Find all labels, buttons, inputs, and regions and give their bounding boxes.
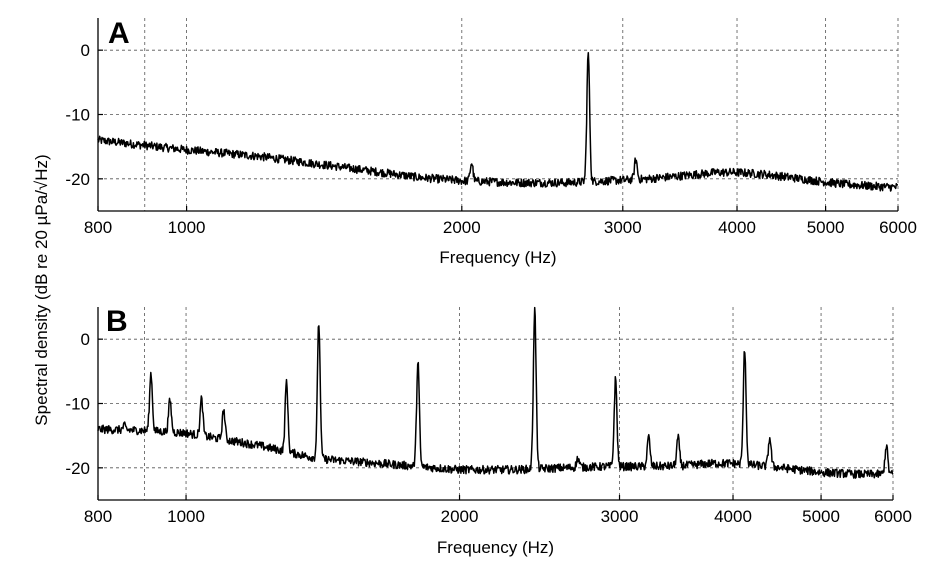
- panel-b-letter: B: [106, 305, 128, 338]
- panel-b-spectrum-line: [97, 306, 894, 479]
- panel-b-x-tick-label: 800: [84, 507, 112, 526]
- y-axis-label: Spectral density (dB re 20 µPa/√Hz): [32, 154, 51, 425]
- panel-b-x-tick-label: 5000: [802, 507, 840, 526]
- panel-b-y-tick-label: 0: [81, 330, 90, 349]
- panel-a-tick-labels: 800 1000 2000 3000 4000 5000 6000 0 -10 -20: [65, 41, 916, 237]
- panel-a-x-tick-label: 5000: [807, 218, 845, 237]
- panel-a-x-tick-label: 800: [84, 218, 112, 237]
- panel-b-y-tick-label: -10: [65, 395, 90, 414]
- panel-a-x-tick-label: 6000: [879, 218, 917, 237]
- panel-a-y-tick-label: 0: [81, 41, 90, 60]
- panel-a-spectrum-line: [97, 52, 899, 192]
- panel-b-y-tick-label: -20: [65, 459, 90, 478]
- panel-a-y-tick-label: -20: [65, 170, 90, 189]
- panel-a-chart: A 800 1000 2000 3000 4000 5000 6000 0 -10 -20 Fre…: [65, 17, 916, 267]
- panel-b-axes: [97, 307, 894, 501]
- panel-a-axes: [97, 18, 899, 212]
- panel-a-x-axis-label: Frequency (Hz): [439, 248, 556, 267]
- panel-b-x-axis-label: Frequency (Hz): [437, 538, 554, 557]
- panel-a-x-tick-label: 3000: [604, 218, 642, 237]
- panel-b-x-tick-label: 3000: [601, 507, 639, 526]
- panel-a-x-tick-label: 1000: [168, 218, 206, 237]
- panel-a-x-tick-label: 2000: [443, 218, 481, 237]
- panel-b-chart: B 800 1000 2000 3000 4000 5000 6000 0 -10 -20 Fre…: [65, 305, 911, 557]
- panel-a-y-tick-label: -10: [65, 106, 90, 125]
- panel-b-x-tick-label: 1000: [167, 507, 205, 526]
- panel-a-letter: A: [108, 17, 130, 50]
- panel-b-x-tick-label: 2000: [441, 507, 479, 526]
- panel-a-gridlines: [98, 18, 899, 211]
- panel-b-x-tick-label: 4000: [714, 507, 752, 526]
- panel-b-tick-labels: 800 1000 2000 3000 4000 5000 6000 0 -10 -20: [65, 330, 911, 526]
- panel-b-x-tick-label: 6000: [874, 507, 912, 526]
- panel-a-x-tick-label: 4000: [718, 218, 756, 237]
